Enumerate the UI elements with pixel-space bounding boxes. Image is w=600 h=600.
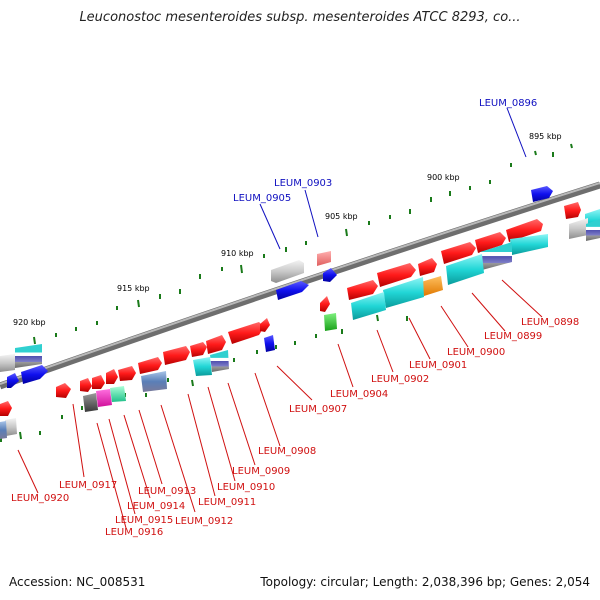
gene-label-LEUM-0917[interactable]: LEUM_0917 — [59, 480, 117, 491]
scale-label-920: 920 kbp — [13, 318, 46, 327]
genes-lower-row2 — [0, 234, 548, 439]
gene-LEUM-0908[interactable] — [206, 335, 226, 354]
scale-label-900: 900 kbp — [427, 173, 460, 182]
gene-label-LEUM-0911[interactable]: LEUM_0911 — [198, 497, 256, 508]
gene-label-LEUM-0920[interactable]: LEUM_0920 — [11, 493, 69, 504]
gene-label-LEUM-0905[interactable]: LEUM_0905 — [233, 193, 291, 204]
gene-LEUM-0904[interactable] — [320, 296, 330, 312]
gene-label-LEUM-0904[interactable]: LEUM_0904 — [330, 389, 388, 400]
map-title: Leuconostoc mesenteroides subsp. mesente… — [79, 10, 521, 25]
gene-LEUM-0900[interactable] — [441, 242, 476, 264]
gene-label-LEUM-0903[interactable]: LEUM_0903 — [274, 178, 332, 189]
gene-label-LEUM-0916[interactable]: LEUM_0916 — [105, 527, 163, 538]
gene-LEUM-0911[interactable] — [138, 357, 162, 374]
gene-LEUM-0916[interactable] — [80, 378, 92, 392]
gene-0918[interactable] — [15, 344, 42, 368]
gene-0918b[interactable] — [21, 365, 48, 384]
genome-backbone-highlight — [0, 182, 600, 385]
gene-LEUM-0914[interactable] — [106, 369, 118, 384]
scale-label-910: 910 kbp — [221, 249, 254, 258]
gene-label-LEUM-0915[interactable]: LEUM_0915 — [115, 515, 173, 526]
gene-LEUM-0917[interactable] — [56, 383, 71, 398]
genes-upper — [0, 186, 553, 388]
scale-label-915: 915 kbp — [117, 284, 150, 293]
topology-label: Topology: circular; Length: 2,038,396 bp… — [260, 575, 590, 589]
scale-ticks-upper — [33, 143, 573, 345]
gene-LEUM-0903b[interactable] — [323, 268, 337, 282]
gene-labels-lower: LEUM_0898 LEUM_0899 LEUM_0900 LEUM_0901 … — [11, 317, 579, 538]
gene-labels-upper: LEUM_0896 LEUM_0903 LEUM_0905 — [233, 98, 537, 204]
scale-label-905: 905 kbp — [325, 212, 358, 221]
gene-LEUM-0909[interactable] — [190, 342, 207, 357]
gene-LEUM-0907[interactable] — [228, 322, 264, 344]
gene-0919b[interactable] — [7, 373, 19, 388]
gene-label-LEUM-0900[interactable]: LEUM_0900 — [447, 347, 505, 358]
gene-LEUM-0898[interactable] — [506, 219, 543, 242]
gene-LEUM-0901[interactable] — [418, 258, 437, 276]
gene-LEUM-0903[interactable] — [317, 251, 331, 266]
leader-lines — [17, 107, 543, 529]
gene-label-LEUM-0907[interactable]: LEUM_0907 — [289, 404, 347, 415]
gene-LEUM-0915[interactable] — [92, 375, 105, 389]
gene-label-LEUM-0909[interactable]: LEUM_0909 — [232, 466, 290, 477]
gene-label-LEUM-0910[interactable]: LEUM_0910 — [217, 482, 275, 493]
gene-label-LEUM-0901[interactable]: LEUM_0901 — [409, 360, 467, 371]
gene-LEUM-0902[interactable] — [377, 263, 416, 287]
gene-label-LEUM-0908[interactable]: LEUM_0908 — [258, 446, 316, 457]
gene-label-LEUM-0899[interactable]: LEUM_0899 — [484, 331, 542, 342]
accession-label: Accession: NC_008531 — [9, 575, 146, 589]
gene-LEUM-0913[interactable] — [118, 366, 136, 381]
gene-0919[interactable] — [0, 354, 15, 372]
gene-LEUM-0899[interactable] — [475, 232, 506, 253]
gene-LEUM-0905[interactable] — [271, 260, 304, 283]
gene-LEUM-0896[interactable] — [531, 186, 553, 202]
gene-label-LEUM-0902[interactable]: LEUM_0902 — [371, 374, 429, 385]
gene-LEUM-0910[interactable] — [163, 346, 190, 365]
gene-label-LEUM-0913[interactable]: LEUM_0913 — [138, 486, 196, 497]
gene-LEUM-0905b[interactable] — [276, 281, 309, 300]
gene-label-LEUM-0912[interactable]: LEUM_0912 — [175, 516, 233, 527]
gene-0902b[interactable] — [347, 280, 378, 300]
gene-0907b[interactable] — [260, 318, 270, 332]
genes-right — [564, 202, 600, 241]
genes-lower-row1 — [0, 219, 543, 416]
scale-label-895: 895 kbp — [529, 132, 562, 141]
scale-ticks-lower — [0, 314, 408, 442]
gene-label-LEUM-0898[interactable]: LEUM_0898 — [521, 317, 579, 328]
gene-LEUM-0920[interactable] — [0, 401, 12, 416]
gene-label-LEUM-0914[interactable]: LEUM_0914 — [127, 501, 185, 512]
gene-label-LEUM-0896[interactable]: LEUM_0896 — [479, 98, 537, 109]
